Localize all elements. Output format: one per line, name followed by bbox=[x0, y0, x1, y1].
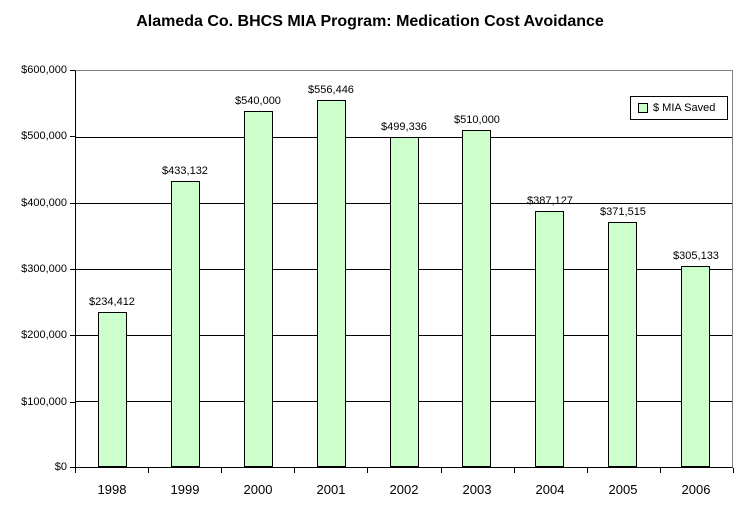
x-axis-label: 2006 bbox=[681, 482, 711, 497]
x-axis-tick bbox=[294, 468, 295, 473]
legend-label: $ MIA Saved bbox=[653, 102, 716, 114]
x-axis-tick bbox=[148, 468, 149, 473]
bar-2001 bbox=[317, 100, 346, 467]
x-axis-label: 1999 bbox=[170, 482, 200, 497]
bar-1999 bbox=[171, 181, 200, 467]
y-axis-label: $500,000 bbox=[21, 130, 67, 142]
x-axis-label: 2001 bbox=[316, 482, 346, 497]
legend-swatch-icon bbox=[638, 103, 648, 113]
x-axis-tick bbox=[514, 468, 515, 473]
x-axis-label: 2000 bbox=[243, 482, 273, 497]
y-axis-tick bbox=[70, 70, 75, 71]
plot-area bbox=[75, 70, 733, 468]
bar-2000 bbox=[244, 111, 273, 467]
value-label: $540,000 bbox=[235, 95, 281, 107]
x-axis-label: 2003 bbox=[462, 482, 492, 497]
y-axis-tick bbox=[70, 269, 75, 270]
bar-2003 bbox=[462, 130, 491, 467]
value-label: $510,000 bbox=[454, 114, 500, 126]
bar-1998 bbox=[98, 312, 127, 467]
x-axis-label: 2004 bbox=[535, 482, 565, 497]
x-axis-label: 1998 bbox=[97, 482, 127, 497]
x-axis-label: 2005 bbox=[608, 482, 638, 497]
y-axis-tick bbox=[70, 335, 75, 336]
x-axis-label: 2002 bbox=[389, 482, 419, 497]
y-axis-label: $600,000 bbox=[21, 64, 67, 76]
bar-2002 bbox=[390, 137, 419, 467]
x-axis-tick bbox=[587, 468, 588, 473]
x-axis-tick bbox=[660, 468, 661, 473]
value-label: $305,133 bbox=[673, 250, 719, 262]
y-axis-tick bbox=[70, 203, 75, 204]
x-axis-tick bbox=[367, 468, 368, 473]
y-axis-tick bbox=[70, 467, 75, 468]
bar-2005 bbox=[608, 222, 637, 467]
bar-2006 bbox=[681, 266, 710, 467]
y-axis-label: $100,000 bbox=[21, 396, 67, 408]
y-axis-tick bbox=[70, 136, 75, 137]
value-label: $499,336 bbox=[381, 121, 427, 133]
y-axis-label: $200,000 bbox=[21, 329, 67, 341]
y-axis-label: $400,000 bbox=[21, 197, 67, 209]
y-axis-label: $0 bbox=[54, 461, 67, 473]
value-label: $371,515 bbox=[600, 206, 646, 218]
x-axis-tick bbox=[441, 468, 442, 473]
legend: $ MIA Saved bbox=[630, 96, 728, 120]
x-axis-tick bbox=[733, 468, 734, 473]
bar-2004 bbox=[535, 211, 564, 467]
chart-title: Alameda Co. BHCS MIA Program: Medication… bbox=[136, 13, 604, 30]
y-axis-tick bbox=[70, 402, 75, 403]
x-axis-tick bbox=[221, 468, 222, 473]
value-label: $556,446 bbox=[308, 84, 354, 96]
value-label: $433,132 bbox=[162, 165, 208, 177]
value-label: $234,412 bbox=[89, 296, 135, 308]
x-axis-tick bbox=[75, 468, 76, 473]
value-label: $387,127 bbox=[527, 195, 573, 207]
y-axis-label: $300,000 bbox=[21, 263, 67, 275]
